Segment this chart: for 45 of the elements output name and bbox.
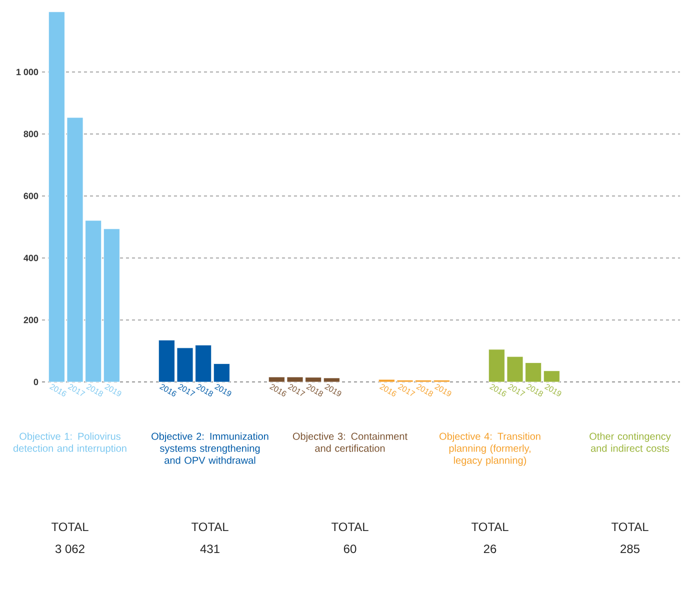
x-tick-label: 2016 — [489, 384, 506, 396]
x-tick-label: 2016 — [269, 384, 286, 396]
text: 285 — [620, 544, 640, 554]
x-tick-label: 2019 — [214, 384, 232, 396]
bar — [543, 370, 560, 382]
text: 26 — [484, 544, 496, 554]
y-tick-label: 400 — [24, 254, 38, 262]
x-tick-label: 2019 — [544, 384, 562, 396]
x-tick-label: 2017 — [508, 384, 526, 396]
x-tick-label: 2018 — [86, 384, 104, 396]
bar — [213, 363, 230, 382]
x-tick-label: 2016 — [159, 384, 176, 396]
text: Objective 2: Immunization systems strengthening and OPV withdrawal — [152, 432, 268, 464]
x-tick-label: 2016 — [379, 384, 396, 396]
x-tick-label: 2017 — [288, 384, 306, 396]
x-tick-label: 2018 — [526, 384, 544, 396]
x-tick-label: 2016 — [49, 384, 66, 396]
text: TOTAL — [471, 522, 508, 532]
y-tick-label: 800 — [24, 130, 38, 138]
x-tick-label: 2018 — [196, 384, 214, 396]
x-tick-label: 2017 — [68, 384, 86, 396]
bar — [323, 378, 340, 382]
x-tick-label: 2019 — [104, 384, 122, 396]
text: 431 — [200, 544, 220, 554]
x-tick-label: 2019 — [434, 384, 452, 396]
x-tick-label: 2019 — [324, 384, 342, 396]
text: Objective 1: Poliovirus detection and interruption — [13, 432, 126, 454]
y-tick-label: 1 000 — [16, 68, 38, 76]
x-tick-label: 2017 — [398, 384, 416, 396]
text: TOTAL — [611, 522, 648, 532]
text: TOTAL — [331, 522, 368, 532]
x-tick-label: 2018 — [306, 384, 324, 396]
text: Objective 4: Transition planning (formerly, legacy planning) — [440, 432, 540, 466]
text: 60 — [344, 544, 356, 554]
x-tick-label: 2017 — [178, 384, 196, 396]
y-tick-label: 200 — [24, 316, 38, 324]
text: Other contingency and indirect costs — [590, 432, 671, 452]
text: 3 062 — [55, 544, 84, 554]
y-tick-label: 0 — [34, 378, 38, 386]
text: TOTAL — [191, 522, 228, 532]
x-tick-label: 2018 — [416, 384, 434, 396]
y-tick-label: 600 — [24, 192, 38, 200]
text: TOTAL — [51, 522, 88, 532]
bar — [103, 228, 120, 382]
text: Objective 3: Containment and certification — [292, 432, 408, 452]
